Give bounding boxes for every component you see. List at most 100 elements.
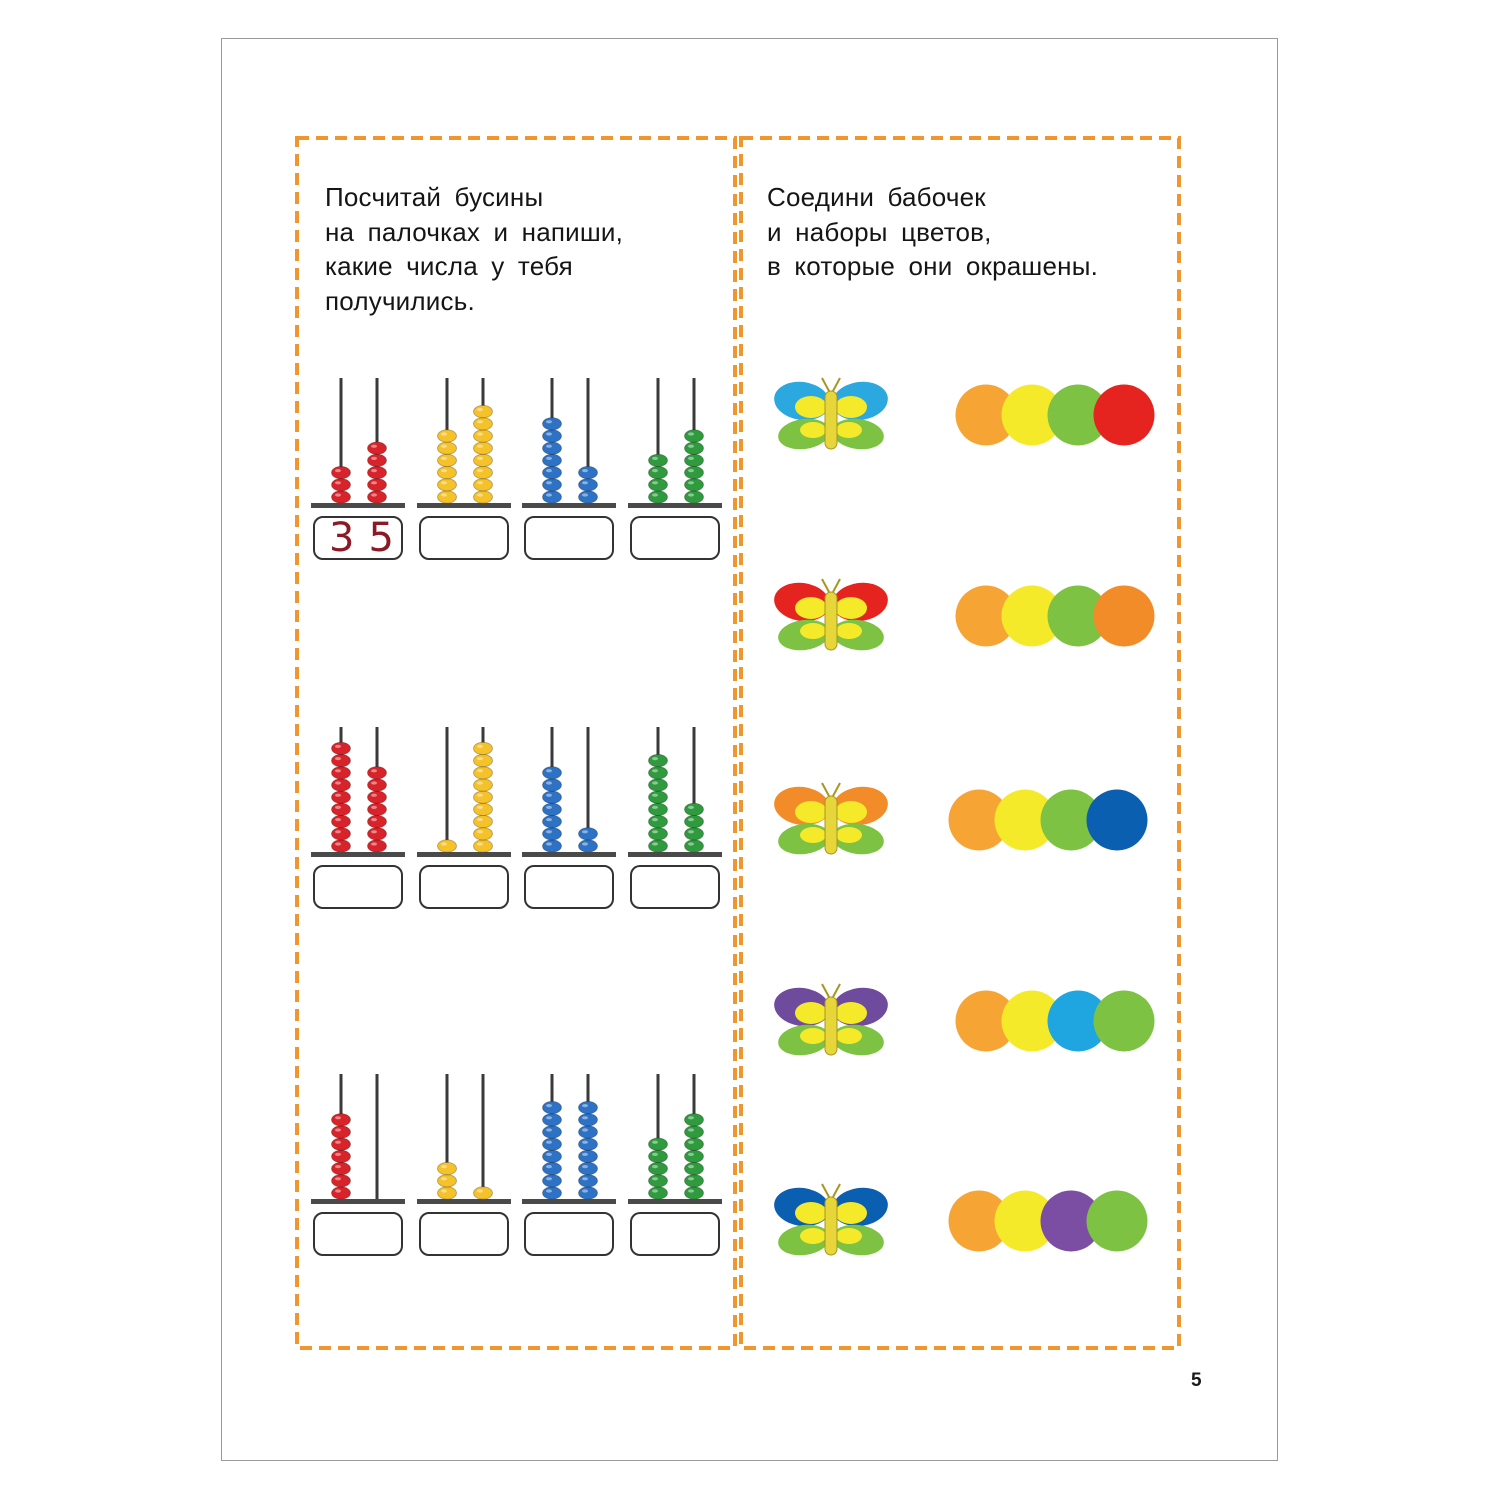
abacus-base — [311, 503, 405, 508]
color-circle — [1040, 1190, 1102, 1252]
color-set — [948, 1190, 1148, 1252]
bead — [542, 1186, 562, 1200]
bead — [331, 1186, 351, 1200]
bead-highlight — [652, 481, 658, 485]
inner-wing — [836, 1228, 862, 1244]
antenna — [821, 983, 830, 998]
bead — [331, 1125, 351, 1139]
color-circle — [1086, 1190, 1148, 1252]
answer-box[interactable]: 35 — [313, 516, 403, 560]
bead-highlight — [335, 1165, 341, 1169]
bead — [331, 802, 351, 817]
answer-box[interactable] — [313, 1212, 403, 1256]
bead — [648, 753, 668, 768]
answer-box[interactable] — [313, 865, 403, 909]
bead-highlight — [688, 842, 694, 846]
butterfly-body — [824, 795, 838, 855]
bead — [437, 441, 457, 455]
bead — [473, 441, 493, 455]
bead-highlight — [546, 818, 552, 822]
bead-highlight — [582, 469, 588, 473]
bead — [648, 490, 668, 504]
answer-box[interactable] — [630, 1212, 720, 1256]
bead-highlight — [652, 1165, 658, 1169]
bead-highlight — [546, 1165, 552, 1169]
inner-wing — [795, 801, 827, 823]
bead — [542, 766, 562, 780]
inner-wing — [835, 396, 867, 418]
bead-highlight — [688, 469, 694, 473]
bead-highlight — [546, 1140, 552, 1144]
bead-highlight — [477, 408, 483, 412]
bead-highlight — [371, 493, 377, 497]
bead — [648, 1186, 668, 1200]
bead-highlight — [688, 481, 694, 485]
answer-box[interactable] — [419, 865, 509, 909]
bead-highlight — [688, 444, 694, 448]
bead — [684, 1149, 704, 1164]
instruction-line: Соедини бабочек — [767, 182, 986, 212]
bead — [648, 478, 668, 492]
answer-box[interactable] — [419, 516, 509, 560]
bead — [542, 1149, 562, 1164]
bead — [648, 778, 668, 792]
bead — [648, 1174, 668, 1188]
bead-highlight — [546, 1104, 552, 1108]
bead — [437, 1174, 457, 1188]
bead-highlight — [546, 456, 552, 460]
bead — [684, 1186, 704, 1200]
answer-box[interactable] — [630, 865, 720, 909]
answer-box[interactable] — [524, 865, 614, 909]
instruction-line: какие числа у тебя — [325, 251, 573, 281]
inner-wing — [800, 827, 826, 843]
inner-wing — [795, 396, 827, 418]
bead — [473, 802, 493, 817]
bead — [473, 814, 493, 829]
bead-highlight — [477, 456, 483, 460]
bead-highlight — [371, 769, 377, 773]
bead — [542, 1174, 562, 1188]
bead-highlight — [477, 493, 483, 497]
bead — [684, 814, 704, 829]
bead-highlight — [652, 469, 658, 473]
bead-highlight — [477, 420, 483, 424]
bead — [684, 839, 704, 853]
answer-box[interactable] — [524, 1212, 614, 1256]
instruction-line: получились. — [325, 285, 475, 316]
bead-highlight — [335, 1189, 341, 1193]
bead — [578, 839, 598, 853]
color-circle — [955, 384, 1017, 446]
answer-box[interactable] — [419, 1212, 509, 1256]
bead-highlight — [582, 1177, 588, 1181]
bead — [684, 1161, 704, 1176]
abacus-base — [628, 852, 722, 857]
inner-wing — [835, 597, 867, 619]
bead — [367, 827, 387, 841]
bead-highlight — [652, 805, 658, 810]
color-circle — [1093, 384, 1155, 446]
bead — [684, 1113, 704, 1127]
bead-highlight — [335, 793, 341, 797]
bead-highlight — [477, 481, 483, 485]
page-number: 5 — [1191, 1370, 1202, 1391]
left-dashed-frame — [295, 136, 737, 1350]
bead-highlight — [582, 1104, 588, 1108]
answer-box[interactable] — [630, 516, 720, 560]
bead — [367, 441, 387, 455]
answer-box[interactable] — [524, 516, 614, 560]
bead-highlight — [546, 493, 552, 497]
bead — [437, 453, 457, 468]
bead-highlight — [546, 420, 552, 424]
bead-highlight — [652, 818, 658, 822]
bead-highlight — [546, 830, 552, 834]
bead — [542, 790, 562, 804]
inner-wing — [835, 1002, 867, 1024]
bead-highlight — [582, 1140, 588, 1144]
antenna — [821, 782, 830, 797]
bead — [578, 1149, 598, 1164]
abacus-base — [628, 1199, 722, 1204]
bead — [437, 1161, 457, 1176]
abacus — [417, 1074, 511, 1204]
bead — [578, 1161, 598, 1176]
match-butterflies-instruction: Соедини бабочек и наборы цветов, в котор… — [767, 180, 1098, 284]
